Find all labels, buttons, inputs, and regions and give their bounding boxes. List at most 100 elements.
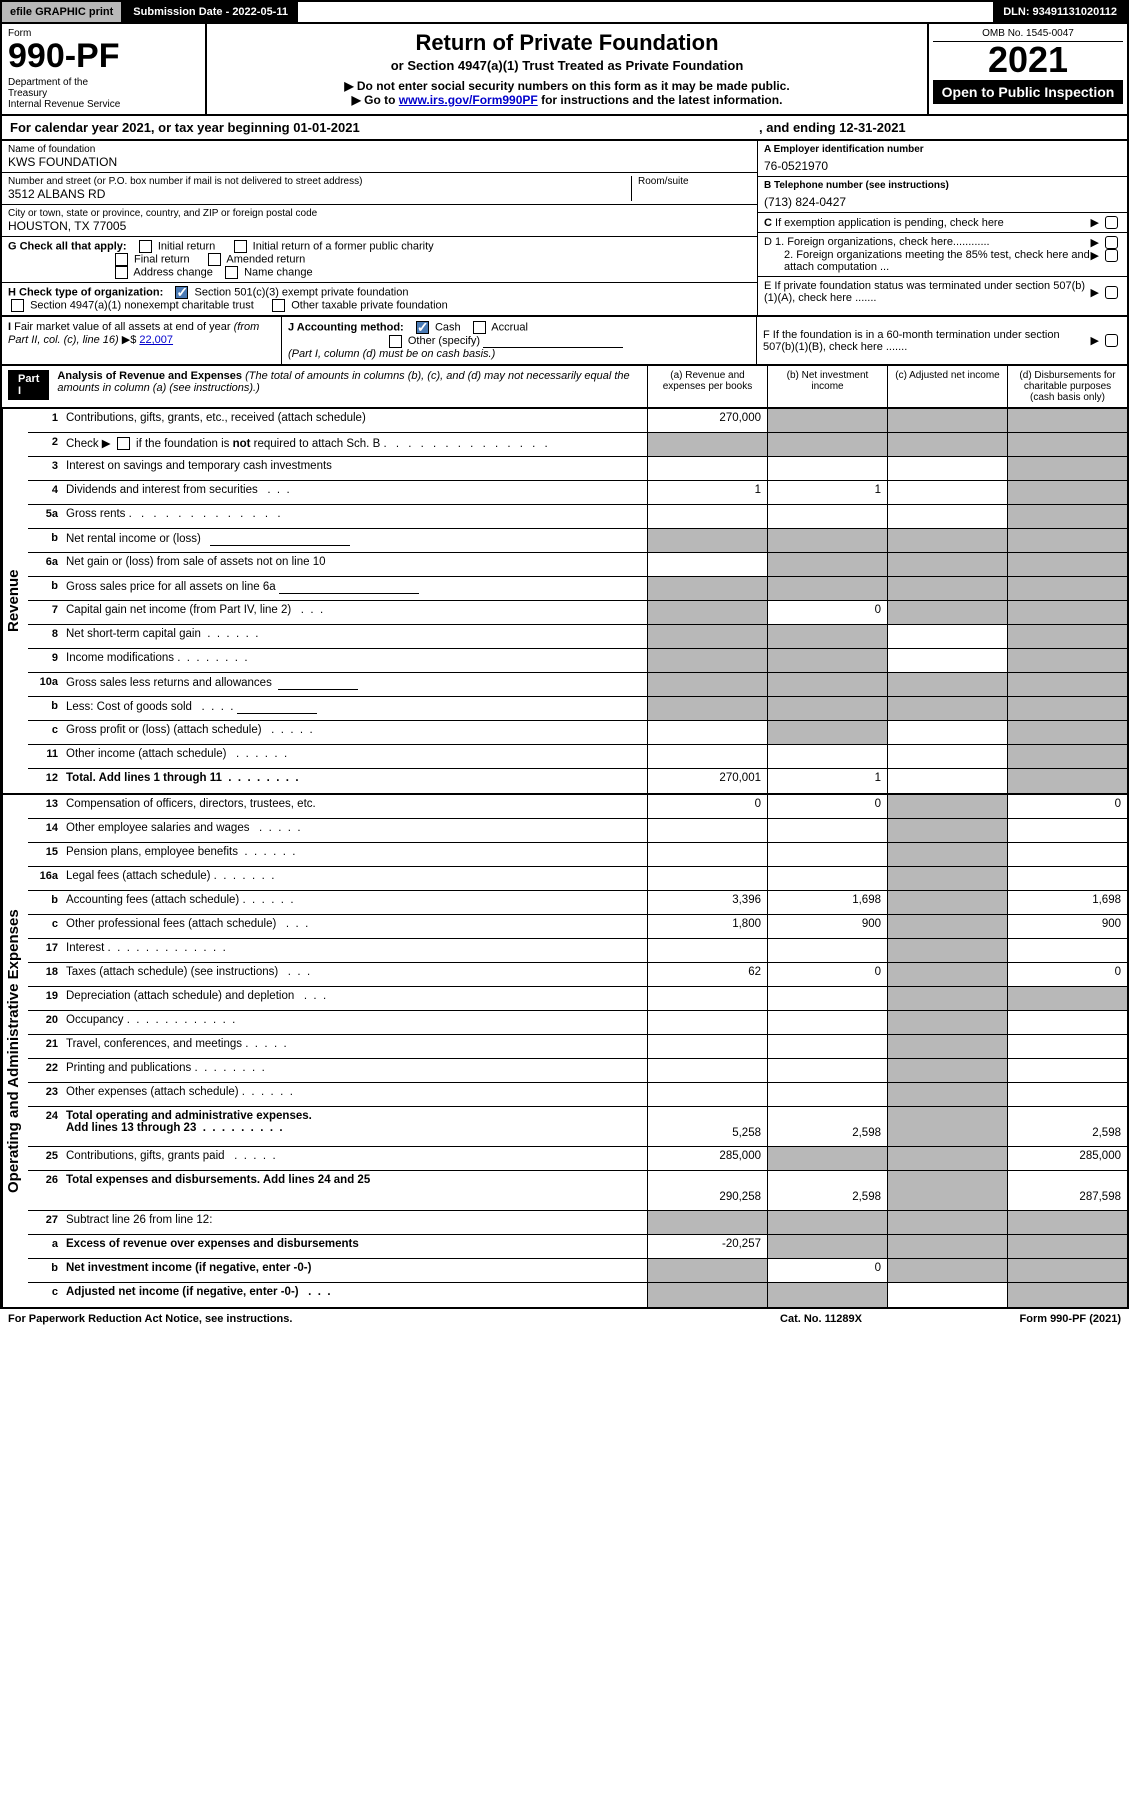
row-15: 15Pension plans, employee benefits . . .… <box>28 843 1127 867</box>
cash-checkbox[interactable] <box>416 321 429 334</box>
ein-value: 76-0521970 <box>764 155 1121 173</box>
h-label: H Check type of organization: <box>8 286 163 298</box>
d1-text: D 1. Foreign organizations, check here..… <box>764 236 1090 249</box>
revenue-side-label: Revenue <box>2 409 28 793</box>
row-13: 13Compensation of officers, directors, t… <box>28 795 1127 819</box>
efile-print-button[interactable]: efile GRAPHIC print <box>2 2 123 22</box>
city-cell: City or town, state or province, country… <box>2 205 757 237</box>
501c3-checkbox[interactable] <box>175 286 188 299</box>
expenses-section: Operating and Administrative Expenses 13… <box>0 795 1129 1309</box>
ij-row: I Fair market value of all assets at end… <box>0 317 1129 366</box>
address-change-checkbox[interactable] <box>115 266 128 279</box>
row-27: 27Subtract line 26 from line 12: <box>28 1211 1127 1235</box>
g-opt-4: Address change <box>133 266 213 278</box>
footer-left: For Paperwork Reduction Act Notice, see … <box>8 1313 721 1325</box>
row-14: 14Other employee salaries and wages . . … <box>28 819 1127 843</box>
name-change-checkbox[interactable] <box>225 266 238 279</box>
g-opt-2: Final return <box>134 253 190 265</box>
page-footer: For Paperwork Reduction Act Notice, see … <box>0 1309 1129 1329</box>
amended-return-checkbox[interactable] <box>208 253 221 266</box>
c-checkbox[interactable] <box>1105 216 1118 229</box>
irs-link[interactable]: www.irs.gov/Form990PF <box>399 93 538 107</box>
d2-checkbox[interactable] <box>1105 249 1118 262</box>
row-16b: bAccounting fees (attach schedule) . . .… <box>28 891 1127 915</box>
a-label: A Employer identification number <box>764 144 924 155</box>
i-cell: I Fair market value of all assets at end… <box>2 317 282 364</box>
schb-checkbox[interactable] <box>117 437 130 450</box>
col-c-header: (c) Adjusted net income <box>887 366 1007 407</box>
foundation-name: KWS FOUNDATION <box>8 155 751 169</box>
j-accrual: Accrual <box>491 321 528 333</box>
f-text: F If the foundation is in a 60-month ter… <box>763 329 1090 353</box>
row-26: 26Total expenses and disbursements. Add … <box>28 1171 1127 1211</box>
row-10c: cGross profit or (loss) (attach schedule… <box>28 721 1127 745</box>
row-11: 11Other income (attach schedule) . . . .… <box>28 745 1127 769</box>
other-method-checkbox[interactable] <box>389 335 402 348</box>
initial-former-checkbox[interactable] <box>234 240 247 253</box>
revenue-section: Revenue 1Contributions, gifts, grants, e… <box>0 409 1129 795</box>
g-label: G Check all that apply: <box>8 240 127 252</box>
dept-label: Department of theTreasuryInternal Revenu… <box>8 77 199 110</box>
row-23: 23Other expenses (attach schedule) . . .… <box>28 1083 1127 1107</box>
row-20: 20Occupancy . . . . . . . . . . . . <box>28 1011 1127 1035</box>
row-27c: cAdjusted net income (if negative, enter… <box>28 1283 1127 1307</box>
final-return-checkbox[interactable] <box>115 253 128 266</box>
fmv-value[interactable]: 22,007 <box>139 334 173 346</box>
g-opt-3: Amended return <box>226 253 305 265</box>
ein-cell: A Employer identification number 76-0521… <box>758 141 1127 177</box>
row-2: 2Check ▶ if the foundation is not requir… <box>28 433 1127 457</box>
calendar-year-row: For calendar year 2021, or tax year begi… <box>0 116 1129 141</box>
row-27b: bNet investment income (if negative, ent… <box>28 1259 1127 1283</box>
j-cash: Cash <box>435 321 461 333</box>
form-note-2: ▶ Go to www.irs.gov/Form990PF for instru… <box>215 93 919 107</box>
row-27a: aExcess of revenue over expenses and dis… <box>28 1235 1127 1259</box>
note2-pre: ▶ Go to <box>352 93 399 107</box>
g-opt-1: Initial return of a former public charit… <box>253 240 434 252</box>
dln-label: DLN: 93491131020112 <box>993 2 1127 22</box>
open-to-public: Open to Public Inspection <box>933 80 1123 104</box>
row-3: 3Interest on savings and temporary cash … <box>28 457 1127 481</box>
h-check-row: H Check type of organization: Section 50… <box>2 283 757 315</box>
e-cell: E If private foundation status was termi… <box>758 277 1127 307</box>
g-check-row: G Check all that apply: Initial return I… <box>2 237 757 283</box>
col-a-header: (a) Revenue and expenses per books <box>647 366 767 407</box>
e-text: E If private foundation status was termi… <box>764 280 1090 304</box>
form-title: Return of Private Foundation <box>215 30 919 56</box>
city-state-zip: HOUSTON, TX 77005 <box>8 219 751 233</box>
col-b-header: (b) Net investment income <box>767 366 887 407</box>
other-taxable-checkbox[interactable] <box>272 299 285 312</box>
phone-cell: B Telephone number (see instructions) (7… <box>758 177 1127 213</box>
city-label: City or town, state or province, country… <box>8 208 751 219</box>
row-6b: bGross sales price for all assets on lin… <box>28 577 1127 601</box>
header-right: OMB No. 1545-0047 2021 Open to Public In… <box>927 24 1127 114</box>
e-checkbox[interactable] <box>1105 286 1118 299</box>
foundation-name-cell: Name of foundation KWS FOUNDATION <box>2 141 757 173</box>
d1-checkbox[interactable] <box>1105 236 1118 249</box>
f-checkbox[interactable] <box>1105 334 1118 347</box>
street-address: 3512 ALBANS RD <box>8 187 631 201</box>
tax-year: 2021 <box>933 42 1123 78</box>
accrual-checkbox[interactable] <box>473 321 486 334</box>
part1-label: Part I <box>8 370 49 400</box>
part1-title: Analysis of Revenue and Expenses <box>57 370 242 382</box>
h-opt-0: Section 501(c)(3) exempt private foundat… <box>194 286 408 298</box>
g-opt-5: Name change <box>244 266 313 278</box>
4947a1-checkbox[interactable] <box>11 299 24 312</box>
top-bar: efile GRAPHIC print Submission Date - 20… <box>0 0 1129 24</box>
row-9: 9Income modifications . . . . . . . . <box>28 649 1127 673</box>
part1-header-row: Part I Analysis of Revenue and Expenses … <box>0 366 1129 409</box>
expenses-side-label: Operating and Administrative Expenses <box>2 795 28 1307</box>
row-18: 18Taxes (attach schedule) (see instructi… <box>28 963 1127 987</box>
name-label: Name of foundation <box>8 144 751 155</box>
j-label: J Accounting method: <box>288 321 404 333</box>
row-16c: cOther professional fees (attach schedul… <box>28 915 1127 939</box>
initial-return-checkbox[interactable] <box>139 240 152 253</box>
row-8: 8Net short-term capital gain . . . . . . <box>28 625 1127 649</box>
row-21: 21Travel, conferences, and meetings . . … <box>28 1035 1127 1059</box>
row-5b: bNet rental income or (loss) <box>28 529 1127 553</box>
cy-end: , and ending 12-31-2021 <box>759 120 1119 135</box>
col-d-header: (d) Disbursements for charitable purpose… <box>1007 366 1127 407</box>
addr-label: Number and street (or P.O. box number if… <box>8 176 631 187</box>
row-4: 4Dividends and interest from securities … <box>28 481 1127 505</box>
row-16a: 16aLegal fees (attach schedule) . . . . … <box>28 867 1127 891</box>
